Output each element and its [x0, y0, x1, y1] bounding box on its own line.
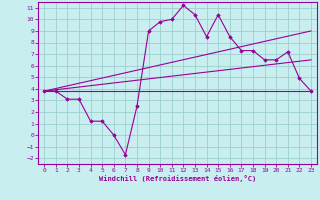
X-axis label: Windchill (Refroidissement éolien,°C): Windchill (Refroidissement éolien,°C) [99, 175, 256, 182]
